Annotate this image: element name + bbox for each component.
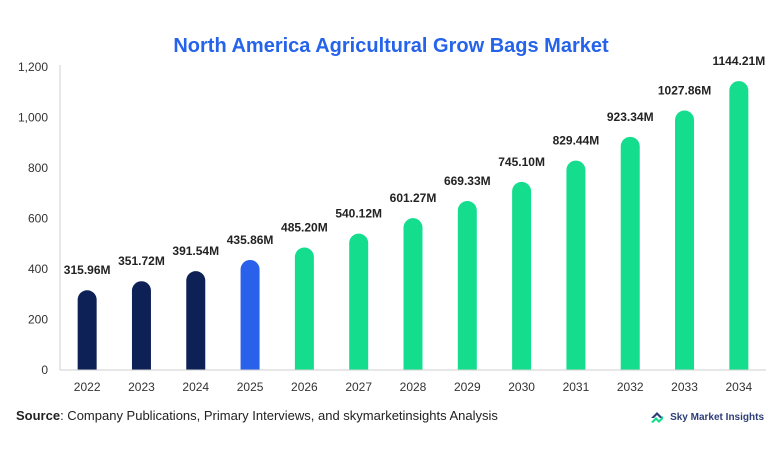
data-label: 1027.86M	[658, 83, 711, 97]
y-tick-label: 800	[28, 161, 48, 175]
source-note: Source: Company Publications, Primary In…	[16, 408, 498, 423]
data-label: 485.20M	[281, 220, 328, 234]
bar	[675, 110, 695, 371]
data-label: 391.54M	[172, 244, 219, 258]
bar	[240, 259, 260, 370]
chart-title: North America Agricultural Grow Bags Mar…	[173, 35, 609, 57]
brand-name: Sky Market Insights	[670, 411, 764, 423]
sky-market-insights-logo-icon	[651, 412, 664, 423]
y-tick-label: 200	[28, 313, 48, 327]
x-tick-label: 2024	[182, 380, 209, 394]
x-tick-label: 2028	[400, 380, 427, 394]
bar	[403, 218, 423, 370]
data-label: 1144.21M	[712, 54, 765, 68]
x-axis: 2022 2023 2024 2025 2026 2027 2028 2029 2030 2031…	[60, 369, 766, 394]
data-label: 540.12M	[335, 207, 382, 221]
y-tick-label: 400	[28, 262, 48, 276]
data-labels: 315.96M 351.72M 391.54M 435.86M 485.20M 540.1…	[64, 54, 765, 277]
data-label: 923.34M	[607, 110, 654, 124]
data-label: 829.44M	[553, 134, 600, 148]
data-label: 351.72M	[118, 254, 165, 268]
x-tick-label: 2022	[74, 380, 101, 394]
data-label: 435.86M	[227, 233, 274, 247]
data-label: 315.96M	[64, 263, 111, 277]
bar	[729, 81, 749, 370]
source-text: : Company Publications, Primary Intervie…	[60, 408, 498, 423]
y-tick-label: 600	[28, 212, 48, 226]
y-tick-label: 1,200	[18, 60, 48, 74]
x-tick-label: 2025	[237, 380, 264, 394]
x-tick-label: 2032	[617, 380, 644, 394]
bar	[186, 271, 206, 370]
bar	[566, 160, 586, 370]
x-tick-label: 2034	[725, 380, 752, 394]
bar	[77, 290, 97, 370]
y-axis: 0 200 400 600 800 1,000 1,200	[18, 60, 61, 377]
y-tick-label: 0	[41, 363, 48, 377]
data-label: 601.27M	[390, 191, 437, 205]
bar	[620, 136, 640, 370]
x-tick-label: 2027	[345, 380, 372, 394]
source-label: Source	[16, 408, 61, 423]
x-tick-label: 2026	[291, 380, 318, 394]
data-label: 745.10M	[498, 155, 545, 169]
bar	[512, 181, 532, 370]
x-tick-label: 2031	[563, 380, 590, 394]
bar	[294, 247, 314, 370]
bars	[77, 81, 749, 371]
x-tick-label: 2023	[128, 380, 155, 394]
y-tick-label: 1,000	[18, 111, 48, 125]
x-tick-label: 2033	[671, 380, 698, 394]
x-tick-label: 2030	[508, 380, 535, 394]
bar	[131, 281, 151, 370]
x-tick-label: 2029	[454, 380, 481, 394]
data-label: 669.33M	[444, 174, 491, 188]
bar	[457, 200, 477, 370]
brand: Sky Market Insights	[649, 409, 764, 425]
bar	[349, 233, 369, 370]
